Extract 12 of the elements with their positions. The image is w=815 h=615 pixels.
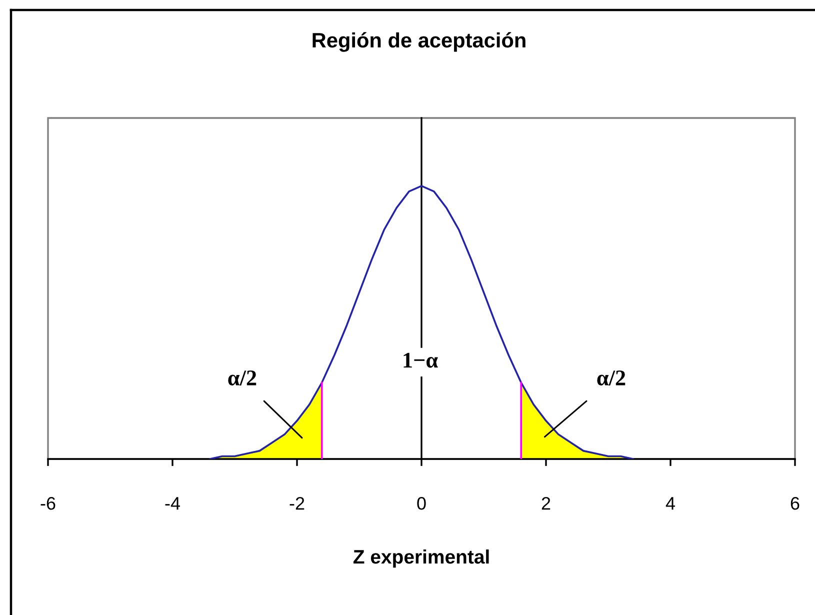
- x-tick-label: -4: [165, 497, 180, 510]
- x-tick-label: 2: [542, 496, 550, 510]
- x-tick-label: 0: [417, 496, 426, 510]
- annotation: α/2: [597, 370, 626, 386]
- x-tick-label: -2: [290, 496, 304, 510]
- annotation: 1−α: [404, 352, 438, 368]
- x-tick-label: 6: [790, 496, 800, 510]
- x-axis-title: Z experimental: [353, 549, 489, 568]
- x-tick-label: -6: [40, 496, 56, 510]
- chart-title: Región de aceptación: [312, 32, 526, 52]
- x-tick-label: 4: [666, 497, 675, 510]
- annotation: α/2: [228, 370, 256, 386]
